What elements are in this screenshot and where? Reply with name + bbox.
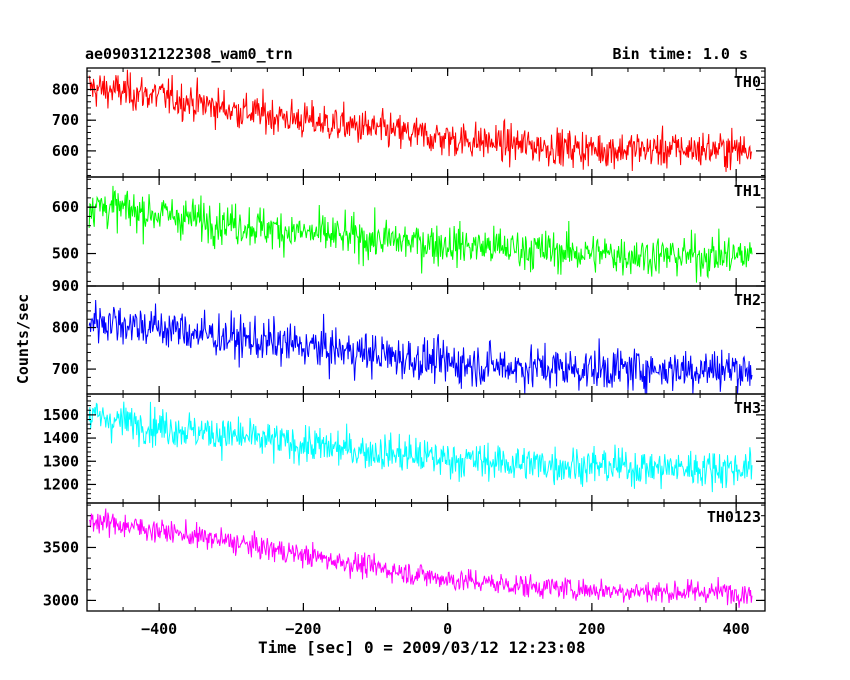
panel-label-th3: TH3	[734, 399, 761, 417]
series-line-th3	[88, 401, 753, 493]
panel-frame-th1	[86, 176, 766, 287]
x-tick-label: 400	[723, 620, 750, 638]
y-tick-label: 1400	[43, 429, 79, 447]
y-tick-label: 600	[52, 198, 79, 216]
y-tick-label: 700	[52, 111, 79, 129]
panel-label-th0: TH0	[734, 73, 761, 91]
y-tick-label: 700	[52, 360, 79, 378]
y-tick-label: 500	[52, 245, 79, 263]
x-tick-label: −400	[141, 620, 177, 638]
panel-label-th1: TH1	[734, 182, 761, 200]
series-line-th1	[88, 185, 753, 283]
panel-frame-th0123	[86, 502, 766, 612]
x-tick-label: 200	[578, 620, 605, 638]
series-line-th0123	[89, 508, 753, 608]
x-tick-label: −200	[285, 620, 321, 638]
y-tick-label: 3000	[43, 591, 79, 609]
panel-label-th2: TH2	[734, 291, 761, 309]
x-tick-label: 0	[443, 620, 452, 638]
x-axis-label: Time [sec] 0 = 2009/03/12 12:23:08	[258, 638, 586, 657]
series-line-th2	[88, 299, 753, 395]
panel-frame-th3	[86, 393, 766, 504]
y-tick-label: 800	[52, 319, 79, 337]
bin-time-label: Bin time: 1.0 s	[612, 45, 748, 63]
panel-label-th0123: TH0123	[707, 508, 761, 526]
y-tick-label: 800	[52, 80, 79, 98]
chart-title: ae090312122308_wam0_trn	[85, 45, 293, 63]
y-tick-label: 1200	[43, 475, 79, 493]
y-axis-label: Counts/sec	[14, 293, 33, 385]
y-tick-label: 1300	[43, 452, 79, 470]
y-tick-label: 3500	[43, 538, 79, 556]
y-tick-label: 600	[52, 142, 79, 160]
y-tick-label: 1500	[43, 406, 79, 424]
series-line-th0	[88, 69, 753, 172]
y-tick-label: 900	[52, 277, 79, 295]
